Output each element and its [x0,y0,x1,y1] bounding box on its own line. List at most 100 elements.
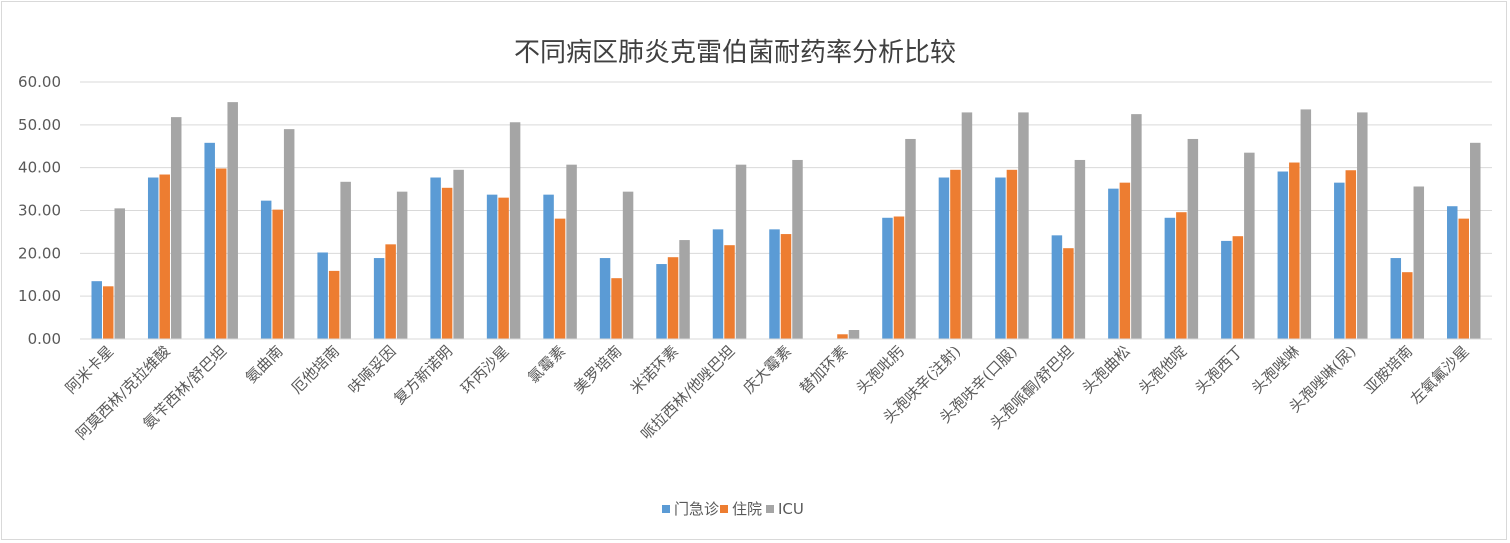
y-tick-label: 50.00 [18,116,61,134]
bar [961,112,973,339]
bar [554,218,566,339]
bar [1244,152,1255,339]
bar [769,229,780,339]
bars [91,102,1481,340]
bar [1119,182,1131,339]
bar [1402,272,1413,339]
bar [509,122,521,339]
bar [611,278,622,339]
bar [1006,169,1018,339]
x-category-label: 亚胺培南 [1361,342,1416,397]
bar [1289,162,1300,339]
bar [227,102,238,339]
x-category-label: 头孢西丁 [1192,342,1247,397]
y-tick-label: 0.00 [28,330,61,348]
bar [317,252,328,339]
bar [204,142,215,339]
bar [1164,217,1176,339]
bar [328,270,340,339]
legend-swatch [662,505,670,513]
bar [1074,159,1086,339]
gridlines [80,81,1492,297]
bar [260,200,272,339]
bar [385,244,396,339]
bar [486,194,498,339]
y-tick-label: 60.00 [18,73,61,91]
bar [656,264,667,339]
legend-label: 门急诊 [674,500,719,518]
x-category-label: 美罗培南 [570,342,625,397]
bar [1277,171,1289,339]
bar [147,177,159,339]
bar [1447,206,1458,339]
bar [114,208,125,339]
bar [837,334,848,339]
bar [1345,170,1357,339]
bar [1051,235,1063,339]
bar [396,191,408,339]
x-category-label: 头孢吡肟 [853,342,908,397]
bar [950,169,961,339]
bar [1108,188,1119,339]
x-category-label: 左氧氟沙星 [1407,342,1473,408]
bar [1300,109,1312,339]
bar [566,164,577,339]
y-tick-label: 20.00 [18,244,61,262]
x-category-label: 头孢曲松 [1079,342,1134,397]
y-tick-label: 40.00 [18,159,61,177]
x-category-label: 头孢他啶 [1135,342,1190,397]
bar [159,174,170,339]
bar [893,216,905,339]
bar [373,258,385,339]
bar [430,177,441,339]
bar [1131,114,1142,340]
bar [340,181,351,339]
bar [441,187,453,339]
bar [905,138,916,339]
bar [995,177,1006,339]
bar [622,191,634,339]
bar [1413,186,1425,339]
bar [170,117,182,340]
x-category-label: 氨曲南 [242,342,287,387]
bar [938,177,950,339]
bar [1357,112,1368,339]
bar [1187,138,1199,339]
x-category-label: 阿米卡星 [62,342,117,397]
bar [882,217,893,339]
bar [543,194,554,339]
x-category-label: 氯霉素 [524,342,569,387]
x-category-label: 替加环素 [796,342,851,397]
bar [735,164,747,339]
y-tick-label: 30.00 [18,202,61,220]
bar [724,245,735,339]
bar [599,258,611,339]
bar [1458,218,1470,339]
legend-label: ICU [778,500,804,518]
bar [1018,112,1029,339]
legend-swatch [766,505,774,513]
bar [1221,240,1232,339]
x-category-label: 环丙沙星 [457,342,512,397]
bar [712,229,724,339]
x-category-label: 呋喃妥因 [344,342,399,397]
bar [498,197,509,339]
y-axis-tick-labels: 0.00 10.00 20.00 30.00 40.00 50.00 60.00 [18,73,61,348]
x-category-label: 厄他培南 [288,342,343,397]
x-category-label: 哌拉西林/他唑巴坦 [637,342,738,443]
bar [283,129,295,339]
bar [1232,236,1244,339]
bar [1176,212,1187,339]
x-category-label: 头孢唑啉 [1248,342,1303,397]
bar [1334,182,1345,339]
chart-title: 不同病区肺炎克雷伯菌耐药率分析比较 [514,38,956,68]
bar [1470,142,1481,339]
bar [215,168,227,339]
x-category-label: 复方新诺明 [390,342,456,408]
bar [1063,248,1074,339]
bar [780,234,792,339]
y-tick-label: 10.00 [18,287,61,305]
